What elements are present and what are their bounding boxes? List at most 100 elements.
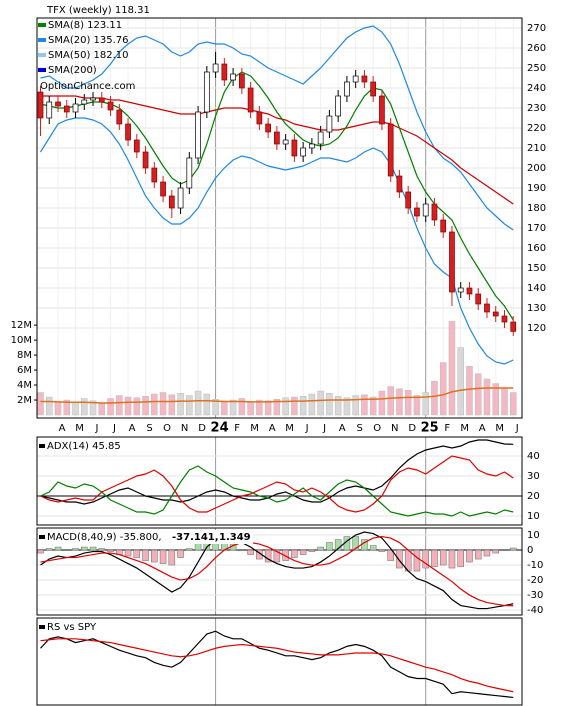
volume-bar <box>387 386 394 416</box>
x-tick-label: O <box>163 423 171 434</box>
histogram-bar <box>387 549 394 561</box>
x-tick-label: M <box>250 423 259 434</box>
volume-bar <box>299 396 307 416</box>
histogram-bar <box>37 549 44 554</box>
chart-title: TFX (weekly) 118.31 <box>46 5 150 16</box>
y-tick-label: 210 <box>527 143 546 154</box>
y-tick-label: 10 <box>527 530 540 541</box>
candle-body <box>265 123 271 133</box>
candle-body <box>46 101 53 119</box>
volume-bar <box>247 402 254 416</box>
histogram-bar <box>124 549 132 557</box>
candle-body <box>221 63 228 81</box>
x-tick-label: N <box>181 423 188 434</box>
y-tick-label: 230 <box>527 103 546 114</box>
volume-bar <box>221 401 228 416</box>
y-tick-label: 200 <box>527 163 546 174</box>
candle-body <box>168 195 175 209</box>
x-tick-label: F <box>234 423 240 434</box>
x-tick-label: M <box>75 423 84 434</box>
volume-bar <box>492 383 499 416</box>
histogram-bar <box>299 549 307 555</box>
volume-bar <box>483 378 491 416</box>
candle-body <box>63 105 70 113</box>
histogram-bar <box>186 548 193 551</box>
volume-bar <box>474 373 482 416</box>
panel-title: MACD(8,40,9) -35.800, <box>47 532 162 543</box>
candle-body <box>72 103 79 113</box>
histogram-bar <box>448 549 456 569</box>
candle-body <box>256 111 263 125</box>
volume-bar <box>404 390 412 416</box>
candle-body <box>142 151 149 169</box>
histogram-bar <box>466 549 473 563</box>
volume-bar <box>256 399 263 416</box>
volume-bar <box>212 399 219 416</box>
volume-bar <box>46 396 53 416</box>
histogram-bar <box>247 549 254 555</box>
x-tick-label: A <box>59 423 66 434</box>
candle-body <box>457 287 464 293</box>
histogram-bar <box>431 549 438 567</box>
volume-bar <box>89 400 97 416</box>
histogram-bar <box>439 549 447 566</box>
candle-body <box>475 293 482 305</box>
histogram-bar <box>396 549 403 569</box>
candle-body <box>195 111 201 159</box>
volume-bar <box>194 390 202 416</box>
candle-body <box>449 231 455 293</box>
y-tick-label: 20 <box>527 491 540 502</box>
volume-bar <box>282 397 289 416</box>
candle-body <box>510 321 517 332</box>
candle-body <box>239 73 245 89</box>
volume-bar <box>413 395 421 416</box>
volume-bar <box>203 393 211 416</box>
histogram-bar <box>46 548 53 551</box>
candle-body <box>203 71 210 113</box>
candle-body <box>370 81 377 97</box>
volume-bar <box>72 402 79 416</box>
histogram-bar <box>177 549 184 558</box>
panel-frame <box>36 17 523 419</box>
candle-body <box>387 123 394 177</box>
x-tick-label: N <box>391 423 398 434</box>
histogram-bar <box>273 549 281 563</box>
x-tick-label: S <box>146 423 152 434</box>
volume-bar <box>133 397 141 416</box>
panel-title: RS vs SPY <box>47 622 97 633</box>
candle-body <box>98 97 105 103</box>
volume-bar <box>448 321 456 416</box>
volume-bar <box>229 399 237 416</box>
y-tick-label: 240 <box>527 83 546 94</box>
legend-label: SMA(200) <box>48 65 97 76</box>
y-tick-label: 260 <box>527 43 546 54</box>
panel-frame <box>36 436 523 526</box>
volume-bar <box>186 395 193 416</box>
volume-bar <box>361 394 368 416</box>
candle-body <box>326 115 333 133</box>
candle-body <box>212 63 219 73</box>
title-background <box>38 530 253 544</box>
y-tick-label: 180 <box>527 203 546 214</box>
legend-label: SMA(50) 182.10 <box>48 50 129 61</box>
histogram-bar <box>282 549 289 561</box>
histogram-bar <box>308 549 316 552</box>
y-tick-label: -30 <box>527 590 543 601</box>
volume-bar <box>107 398 114 416</box>
x-tick-label: A <box>129 423 136 434</box>
x-tick-label: D <box>408 423 416 434</box>
candle-body <box>414 207 420 217</box>
x-tick-label: 24 <box>211 421 229 436</box>
candle-body <box>335 95 342 117</box>
candle-body <box>90 97 96 101</box>
y-tick-label: 250 <box>527 63 546 74</box>
x-tick-label: F <box>444 423 450 434</box>
x-tick-label: M <box>495 423 504 434</box>
candle-body <box>274 131 280 145</box>
volume-bar <box>326 393 333 416</box>
series-line <box>40 535 514 607</box>
series-line <box>40 531 514 610</box>
volume-bar <box>422 392 429 416</box>
candle-body <box>230 73 236 81</box>
candle-body <box>501 315 508 323</box>
